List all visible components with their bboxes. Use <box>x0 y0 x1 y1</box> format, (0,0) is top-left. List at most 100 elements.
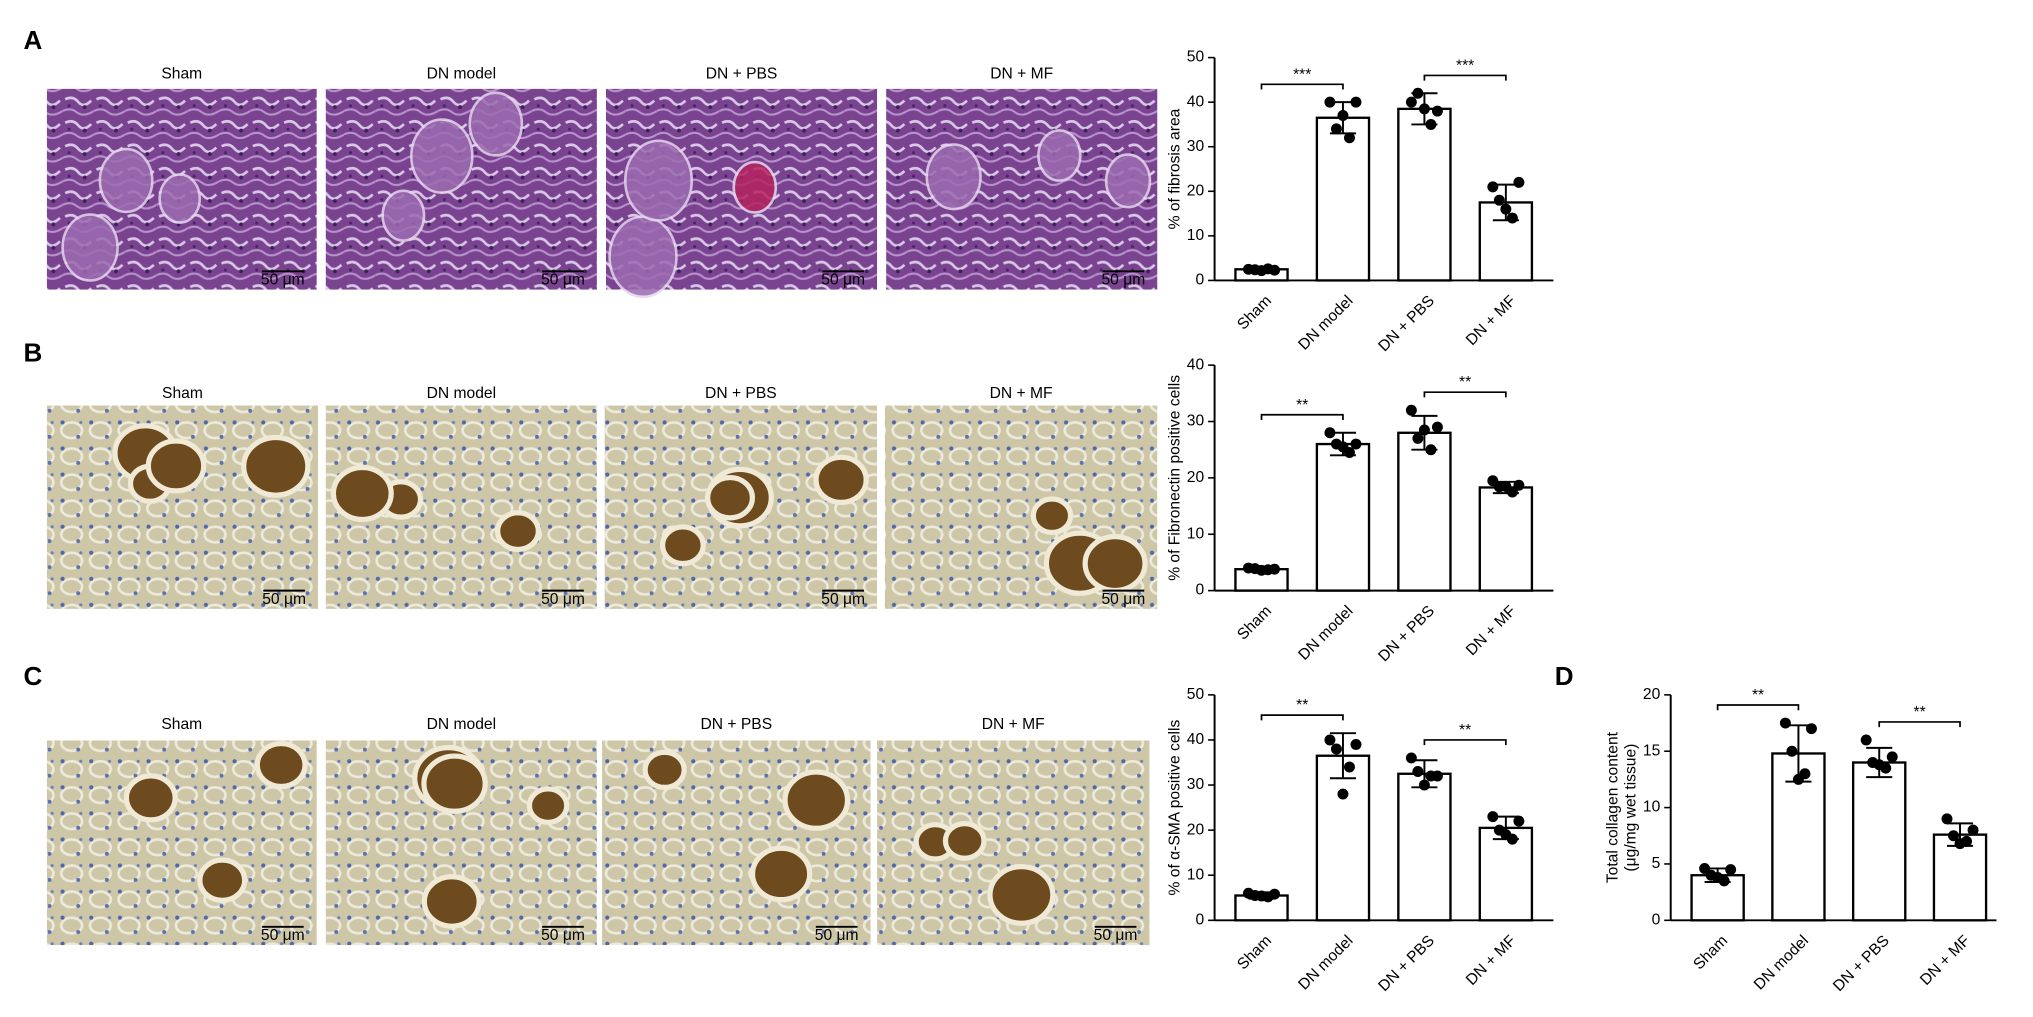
y-tick-label: 0 <box>1195 272 1204 289</box>
micrograph <box>325 88 597 290</box>
data-point <box>1412 432 1424 444</box>
glomerulus <box>145 438 207 494</box>
y-tick-label: 50 <box>1187 49 1205 66</box>
x-tick-label: DN + MF <box>1463 932 1520 989</box>
tissue-feature <box>98 147 154 214</box>
data-point <box>1405 752 1417 764</box>
glomerulus <box>421 753 488 814</box>
panel-label: B <box>23 338 42 368</box>
y-tick-label: 50 <box>1187 686 1205 703</box>
x-tick-label: DN + MF <box>1463 603 1520 660</box>
y-tick-label: 15 <box>1643 742 1661 759</box>
data-point <box>1425 444 1437 456</box>
glomerulus <box>1030 496 1074 536</box>
scale-bar-label: 50 μm <box>261 927 305 944</box>
data-point <box>1487 811 1499 823</box>
tissue-feature <box>61 213 119 282</box>
data-point <box>1405 404 1417 416</box>
glomerulus <box>254 740 308 790</box>
data-point <box>1500 203 1512 215</box>
significance-bracket <box>1260 413 1344 420</box>
data-point <box>1725 864 1737 876</box>
y-tick-label: 20 <box>1187 469 1205 486</box>
y-tick-label: 0 <box>1195 582 1204 599</box>
glomerulus <box>813 454 869 506</box>
y-tick-label: 20 <box>1187 821 1205 838</box>
y-tick-label: 0 <box>1652 911 1661 928</box>
data-point <box>1954 838 1966 850</box>
data-point <box>1330 743 1342 755</box>
scale-bar-label: 50 μm <box>541 272 585 289</box>
image-title: DN model <box>427 385 496 402</box>
significance-bracket <box>1260 83 1344 90</box>
y-tick-label: 5 <box>1652 855 1661 872</box>
data-point <box>1712 872 1724 883</box>
significance-label: ** <box>1752 687 1764 704</box>
significance-label: *** <box>1293 66 1311 83</box>
significance-bracket <box>1878 721 1961 728</box>
data-point <box>1337 788 1349 800</box>
data-point <box>1431 421 1443 433</box>
significance-label: *** <box>1456 57 1474 74</box>
glomerulus <box>942 821 987 861</box>
scale-bar-label: 50 μm <box>261 272 305 289</box>
data-point <box>1500 480 1512 492</box>
image-title: Sham <box>161 716 202 733</box>
x-tick-label: DN + PBS <box>1830 932 1893 995</box>
data-point <box>1699 862 1711 874</box>
data-point <box>1941 813 1953 825</box>
data-point <box>1513 479 1525 491</box>
tissue-feature <box>624 139 693 222</box>
bar <box>1478 486 1534 592</box>
glomerulus <box>241 434 311 498</box>
glomerulus <box>526 786 570 826</box>
x-tick-label: Sham <box>1234 603 1275 644</box>
y-tick-label: 30 <box>1187 138 1205 155</box>
data-point <box>1418 779 1430 791</box>
data-point <box>1350 96 1362 108</box>
scale-bar-label: 50 μm <box>541 927 585 944</box>
glomerulus <box>1082 534 1148 594</box>
y-tick-label: 10 <box>1187 525 1205 542</box>
data-point <box>1256 564 1267 576</box>
image-title: DN + PBS <box>700 716 772 733</box>
significance-bracket <box>1423 739 1507 746</box>
tissue-feature <box>410 118 474 194</box>
panel-label: D <box>1555 661 1574 691</box>
x-tick-label: DN + MF <box>1917 932 1974 989</box>
significance-bracket <box>1260 714 1344 721</box>
data-point <box>1350 738 1362 750</box>
x-tick-label: DN + PBS <box>1375 292 1438 355</box>
image-title: DN + PBS <box>705 385 777 402</box>
data-point <box>1256 890 1267 902</box>
glomerulus <box>705 474 756 521</box>
data-point <box>1493 194 1505 206</box>
data-point <box>1425 770 1437 782</box>
image-title: Sham <box>161 66 202 83</box>
data-point <box>1860 734 1872 746</box>
y-tick-label: 20 <box>1187 182 1205 199</box>
data-point <box>1779 717 1791 729</box>
significance-bracket <box>1423 74 1507 81</box>
y-tick-label: 20 <box>1643 686 1661 703</box>
micrograph <box>602 740 871 946</box>
glomerulus <box>659 524 706 567</box>
x-tick-label: Sham <box>1690 932 1731 973</box>
glomerulus <box>330 464 394 523</box>
significance-label: ** <box>1296 397 1308 414</box>
bar <box>1478 826 1534 922</box>
tissue-feature <box>468 91 524 157</box>
glomerulus <box>749 845 813 903</box>
data-point <box>1948 830 1959 842</box>
data-point <box>1324 96 1336 108</box>
significance-label: ** <box>1459 374 1471 391</box>
scale-bar-label: 50 μm <box>821 591 865 608</box>
x-tick-label: DN + PBS <box>1375 603 1438 666</box>
glomerulus <box>123 773 178 823</box>
bar <box>1397 431 1452 592</box>
tissue-feature <box>608 215 678 299</box>
x-tick-label: DN model <box>1295 603 1356 664</box>
scale-bar-label: 50 μm <box>541 591 585 608</box>
y-tick-label: 10 <box>1643 799 1661 816</box>
